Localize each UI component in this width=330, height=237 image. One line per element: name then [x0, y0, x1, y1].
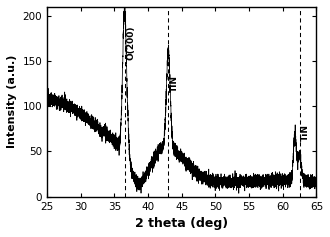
Text: TiN: TiN [170, 75, 179, 92]
Y-axis label: Intensity (a.u.): Intensity (a.u.) [7, 55, 17, 148]
Text: TiN: TiN [301, 124, 310, 141]
X-axis label: 2 theta (deg): 2 theta (deg) [135, 217, 228, 230]
Text: O(200): O(200) [126, 25, 135, 59]
